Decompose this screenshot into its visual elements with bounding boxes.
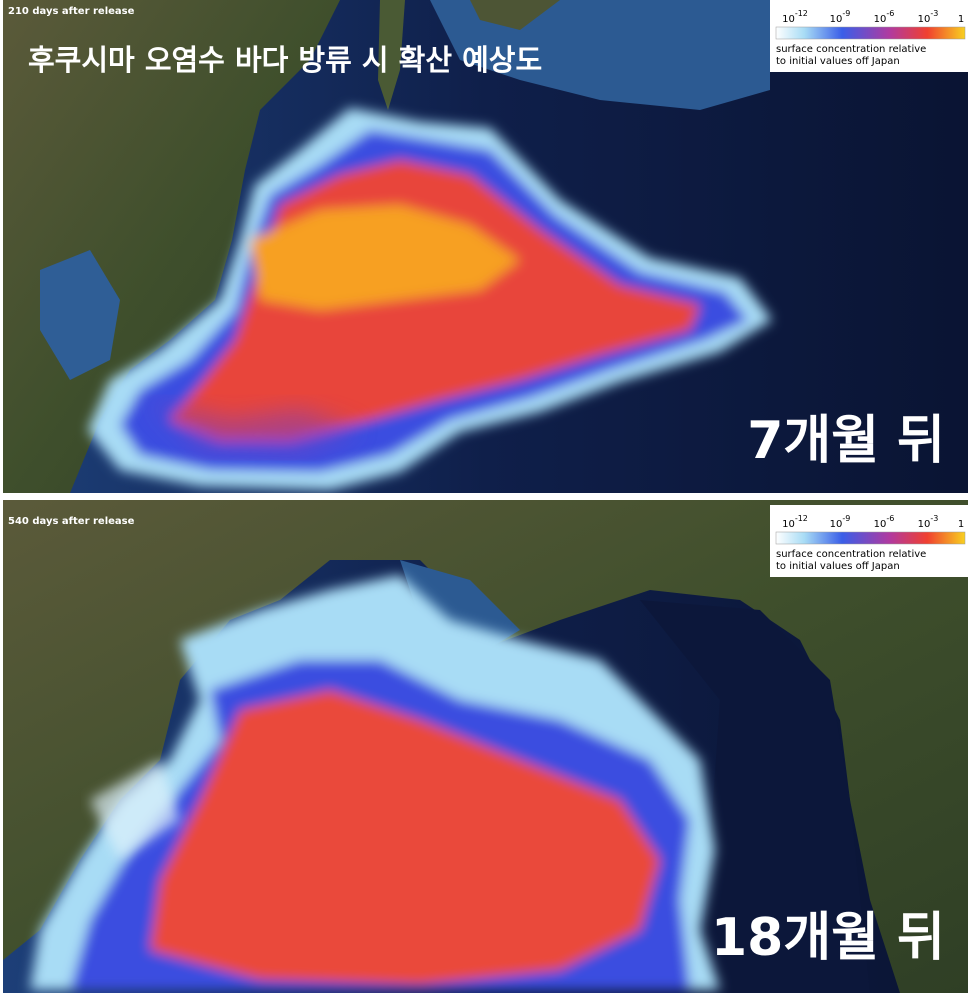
colorbar-label: surface concentration relative bbox=[776, 44, 926, 55]
colorbar-tick: 10-12 bbox=[782, 9, 808, 25]
caption: 210 days after release bbox=[8, 6, 135, 17]
colorbar-gradient bbox=[775, 531, 966, 545]
colorbar-tick: 10-3 bbox=[918, 514, 939, 530]
colorbar: 10-12 10-9 10-6 10-3 1 surface concentration … bbox=[770, 505, 968, 577]
colorbar-label: to initial values off Japan bbox=[776, 56, 900, 67]
colorbar-tick: 10-12 bbox=[782, 514, 808, 530]
colorbar-tick: 10-9 bbox=[830, 9, 851, 25]
colorbar-tick: 10-9 bbox=[830, 514, 851, 530]
title: 후쿠시마 오염수 바다 방류 시 확산 예상도 bbox=[28, 43, 542, 77]
caption: 540 days after release bbox=[8, 516, 135, 527]
time-label: 18개월 뒤 bbox=[711, 908, 945, 968]
colorbar-tick: 1 bbox=[958, 519, 964, 530]
time-label: 7개월 뒤 bbox=[747, 411, 945, 471]
colorbar-tick: 10-6 bbox=[874, 9, 895, 25]
colorbar-label: to initial values off Japan bbox=[776, 561, 900, 572]
colorbar-gradient bbox=[775, 26, 966, 40]
top-map bbox=[3, 0, 968, 493]
colorbar: 10-12 10-9 10-6 10-3 1 surface concentration … bbox=[770, 0, 968, 72]
colorbar-tick: 1 bbox=[958, 14, 964, 25]
colorbar-tick: 10-3 bbox=[918, 9, 939, 25]
colorbar-tick: 10-6 bbox=[874, 514, 895, 530]
colorbar-label: surface concentration relative bbox=[776, 549, 926, 560]
